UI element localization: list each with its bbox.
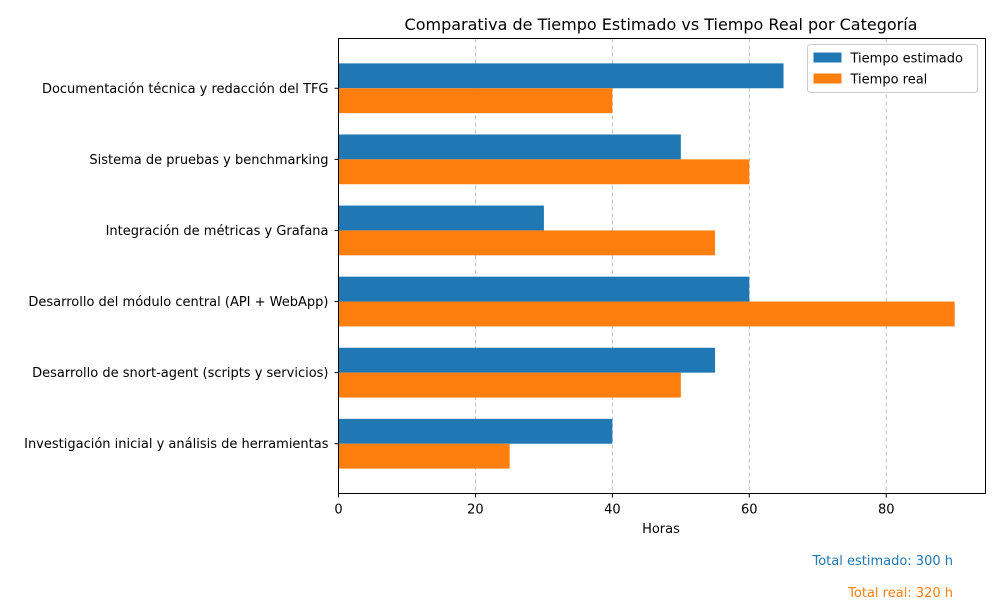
bar-estimated-0	[338, 418, 613, 444]
legend-swatch-estimated	[813, 52, 842, 63]
legend: Tiempo estimado Tiempo real	[807, 44, 978, 93]
y-tick-label-5: Documentación técnica y redacción del TF…	[42, 82, 329, 97]
x-tick-label-3: 60	[741, 503, 758, 518]
bar-estimated-5	[338, 63, 784, 89]
x-tick-label-0: 0	[334, 503, 342, 518]
y-tick-label-2: Desarrollo del módulo central (API + Web…	[28, 295, 328, 310]
y-tick-label-3: Integración de métricas y Grafana	[106, 224, 329, 239]
bar-estimated-4	[338, 134, 681, 160]
x-tick-label-1: 20	[467, 503, 484, 518]
y-tick-label-0: Investigación inicial y análisis de herr…	[24, 437, 329, 452]
bar-real-4	[338, 159, 750, 185]
x-ticks: 0 20 40 60 80	[334, 493, 895, 518]
plot-frame	[338, 38, 986, 494]
bar-real-1	[338, 372, 681, 398]
bar-real-3	[338, 230, 716, 256]
bar-estimated-2	[338, 276, 750, 302]
x-tick-label-2: 40	[604, 503, 621, 518]
y-tick-label-4: Sistema de pruebas y benchmarking	[89, 153, 328, 168]
bar-real-2	[338, 301, 955, 327]
total-real-text: Total real: 320 h	[847, 586, 953, 600]
legend-frame	[807, 44, 978, 93]
bar-estimated-1	[338, 347, 716, 373]
bar-real-0	[338, 443, 510, 469]
x-tick-label-4: 80	[878, 503, 895, 518]
legend-label-real: Tiempo real	[850, 73, 928, 88]
legend-label-estimated: Tiempo estimado	[850, 52, 964, 67]
bars-group	[338, 63, 955, 469]
y-ticks: Investigación inicial y análisis de herr…	[24, 82, 339, 452]
bar-real-5	[338, 88, 613, 114]
chart-title: Comparativa de Tiempo Estimado vs Tiempo…	[405, 15, 918, 34]
legend-swatch-real	[813, 73, 842, 84]
total-estimated-text: Total estimado: 300 h	[811, 554, 953, 569]
y-tick-label-1: Desarrollo de snort-agent (scripts y ser…	[32, 366, 328, 381]
bar-estimated-3	[338, 205, 544, 231]
x-axis-label: Horas	[642, 522, 680, 537]
